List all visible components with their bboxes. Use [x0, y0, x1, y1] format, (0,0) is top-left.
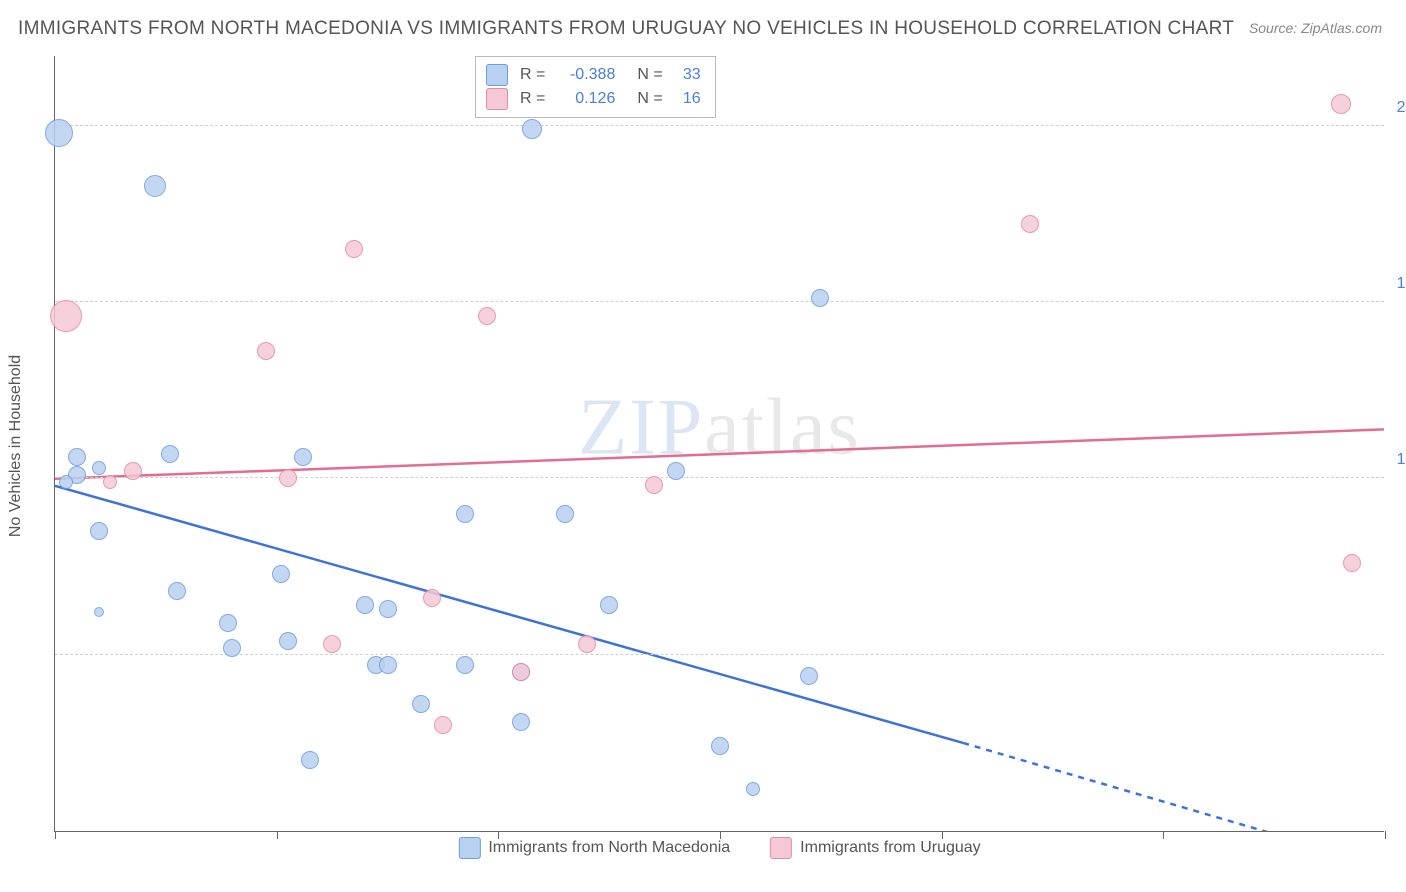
scatter-point: [522, 119, 542, 139]
scatter-point: [257, 342, 275, 360]
scatter-point: [301, 751, 319, 769]
scatter-point: [223, 639, 241, 657]
scatter-point: [811, 289, 829, 307]
scatter-point: [667, 462, 685, 480]
scatter-point: [1021, 215, 1039, 233]
scatter-point: [379, 656, 397, 674]
scatter-point: [512, 713, 530, 731]
scatter-point: [645, 476, 663, 494]
scatter-point: [59, 475, 73, 489]
scatter-point: [600, 596, 618, 614]
scatter-point: [161, 445, 179, 463]
trendline-solid: [55, 429, 1384, 478]
scatter-point: [434, 716, 452, 734]
ytick-label: 15.0%: [1387, 275, 1406, 293]
legend-n-value-1: 33: [671, 63, 701, 87]
bottom-swatch-1: [458, 837, 480, 859]
watermark: ZIPatlas: [578, 383, 861, 474]
xtick: [942, 831, 943, 839]
legend-stats-row-1: R = -0.388 N = 33: [486, 63, 701, 87]
scatter-point: [356, 596, 374, 614]
scatter-point: [294, 448, 312, 466]
scatter-point: [94, 607, 104, 617]
bottom-swatch-2: [770, 837, 792, 859]
scatter-point: [272, 565, 290, 583]
scatter-point: [746, 782, 760, 796]
gridline-h: [55, 654, 1384, 655]
legend-n-label: N =: [637, 63, 662, 87]
y-axis-label: No Vehicles in Household: [7, 355, 25, 537]
gridline-h: [55, 301, 1384, 302]
scatter-point: [124, 462, 142, 480]
legend-swatch-1: [486, 64, 508, 86]
chart-title: IMMIGRANTS FROM NORTH MACEDONIA VS IMMIG…: [18, 18, 1234, 40]
scatter-point: [45, 119, 73, 147]
plot-area: ZIPatlas R = -0.388 N = 33 R = 0.126 N =…: [54, 56, 1384, 832]
trendline-solid: [55, 486, 963, 743]
xtick: [55, 831, 56, 839]
scatter-point: [92, 461, 106, 475]
legend-swatch-2: [486, 88, 508, 110]
scatter-point: [1343, 554, 1361, 572]
watermark-atlas: atlas: [704, 384, 861, 472]
legend-n-label: N =: [637, 87, 662, 111]
scatter-point: [279, 632, 297, 650]
xtick: [720, 831, 721, 839]
scatter-point: [412, 695, 430, 713]
scatter-point: [50, 300, 82, 332]
ytick-label: 10.0%: [1387, 451, 1406, 469]
scatter-point: [68, 448, 86, 466]
scatter-point: [219, 614, 237, 632]
scatter-point: [279, 469, 297, 487]
scatter-point: [103, 475, 117, 489]
scatter-point: [711, 737, 729, 755]
legend-stats-row-2: R = 0.126 N = 16: [486, 87, 701, 111]
scatter-point: [144, 175, 166, 197]
xtick: [1385, 831, 1386, 839]
scatter-point: [423, 589, 441, 607]
trendlines-svg: [55, 56, 1384, 831]
source-attribution: Source: ZipAtlas.com: [1249, 20, 1382, 36]
scatter-point: [800, 667, 818, 685]
legend-r-value-1: -0.388: [553, 63, 615, 87]
scatter-point: [90, 522, 108, 540]
legend-r-label: R =: [520, 63, 545, 87]
bottom-legend-item-2: Immigrants from Uruguay: [770, 837, 981, 859]
legend-n-value-2: 16: [671, 87, 701, 111]
scatter-point: [168, 582, 186, 600]
legend-r-label: R =: [520, 87, 545, 111]
gridline-h: [55, 477, 1384, 478]
bottom-legend: Immigrants from North Macedonia Immigran…: [458, 837, 980, 859]
scatter-point: [478, 307, 496, 325]
scatter-point: [323, 635, 341, 653]
legend-stats-box: R = -0.388 N = 33 R = 0.126 N = 16: [475, 56, 716, 118]
xtick: [1163, 831, 1164, 839]
gridline-h: [55, 125, 1384, 126]
xtick: [277, 831, 278, 839]
legend-r-value-2: 0.126: [553, 87, 615, 111]
scatter-point: [1331, 94, 1351, 114]
bottom-legend-item-1: Immigrants from North Macedonia: [458, 837, 730, 859]
scatter-point: [345, 240, 363, 258]
scatter-point: [379, 600, 397, 618]
scatter-point: [556, 505, 574, 523]
trendline-dashed: [963, 743, 1384, 831]
scatter-point: [456, 505, 474, 523]
ytick-label: 5.0%: [1387, 628, 1406, 646]
bottom-legend-label-1: Immigrants from North Macedonia: [488, 839, 730, 857]
scatter-point: [578, 635, 596, 653]
xtick: [498, 831, 499, 839]
watermark-zip: ZIP: [578, 384, 704, 472]
bottom-legend-label-2: Immigrants from Uruguay: [800, 839, 981, 857]
chart-container: IMMIGRANTS FROM NORTH MACEDONIA VS IMMIG…: [0, 0, 1406, 892]
scatter-point: [456, 656, 474, 674]
ytick-label: 20.0%: [1387, 99, 1406, 117]
scatter-point: [512, 663, 530, 681]
